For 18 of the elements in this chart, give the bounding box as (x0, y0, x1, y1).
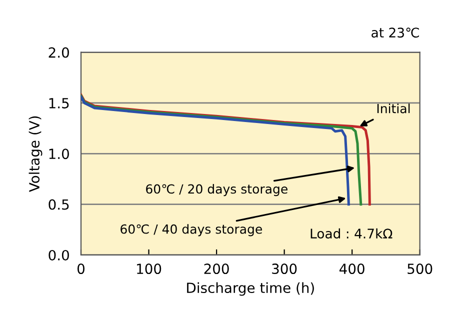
annotation: 60℃ / 40 days storage (120, 224, 262, 236)
x-tick-label: 100 (137, 264, 162, 274)
x-tick-label: 200 (204, 264, 229, 274)
y-tick-label: 0.0 (48, 250, 69, 260)
y-tick-label: 2.0 (48, 47, 69, 58)
x-tick-label: 400 (340, 264, 364, 274)
x-tick-label: 300 (272, 264, 297, 274)
annotation: 60℃ / 20 days storage (146, 184, 288, 196)
y-tick-label: 0.5 (48, 199, 69, 210)
text: at 23℃ (372, 28, 419, 38)
x-axis-title: Discharge time (h) (187, 282, 314, 296)
annotation: Initial (377, 104, 410, 114)
x-tick-label: 0 (77, 264, 84, 274)
annotation: Load : 4.7kΩ (310, 228, 392, 239)
y-tick-label: 1.5 (49, 98, 69, 108)
y-tick-label: 1.0 (49, 148, 69, 160)
x-tick-label: 500 (408, 264, 432, 274)
y-axis-title: Voltage (V) (28, 116, 42, 192)
